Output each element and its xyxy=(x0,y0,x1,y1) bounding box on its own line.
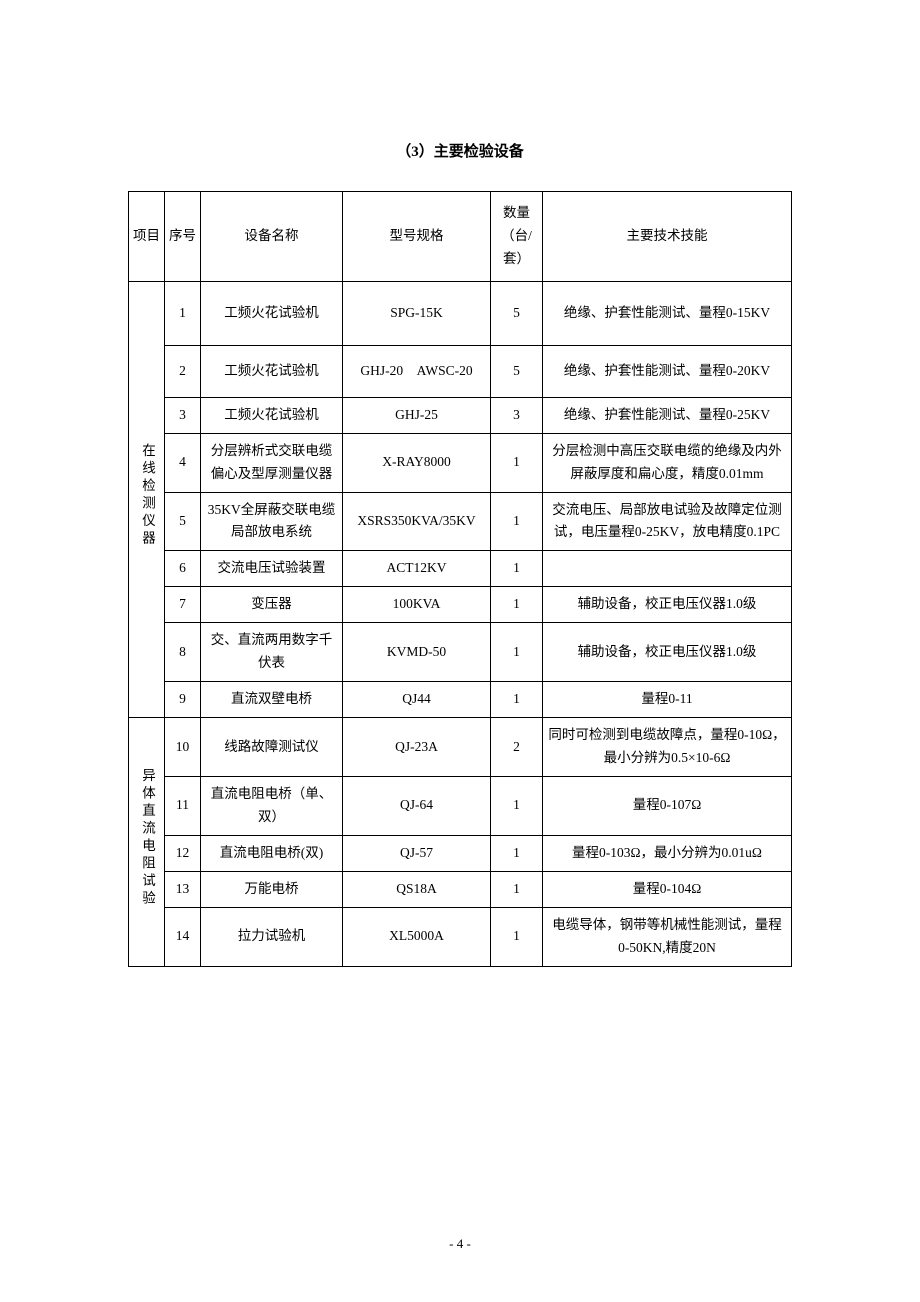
category-cell: 异体直流电阻试验 xyxy=(129,718,165,967)
cell-name: 工频火花试验机 xyxy=(201,397,343,433)
cell-name: 直流双壁电桥 xyxy=(201,682,343,718)
table-row: 13 万能电桥 QS18A 1 量程0-104Ω xyxy=(129,871,792,907)
cell-qty: 5 xyxy=(491,281,543,345)
cell-name: 直流电阻电桥(双) xyxy=(201,835,343,871)
cell-num: 12 xyxy=(165,835,201,871)
header-qty: 数量（台/套） xyxy=(491,192,543,282)
cell-name: 拉力试验机 xyxy=(201,907,343,966)
cell-num: 6 xyxy=(165,551,201,587)
cell-model: QS18A xyxy=(343,871,491,907)
cell-model: ACT12KV xyxy=(343,551,491,587)
cell-name: 交、直流两用数字千伏表 xyxy=(201,623,343,682)
cell-skill: 电缆导体，钢带等机械性能测试，量程0-50KN,精度20N xyxy=(543,907,792,966)
table-row: 4 分层辨析式交联电缆偏心及型厚测量仪器 X-RAY8000 1 分层检测中高压… xyxy=(129,433,792,492)
cell-skill: 量程0-104Ω xyxy=(543,871,792,907)
cell-model: QJ-23A xyxy=(343,718,491,777)
cell-name: 35KV全屏蔽交联电缆局部放电系统 xyxy=(201,492,343,551)
cell-num: 9 xyxy=(165,682,201,718)
table-row: 8 交、直流两用数字千伏表 KVMD-50 1 辅助设备，校正电压仪器1.0级 xyxy=(129,623,792,682)
cell-skill: 量程0-107Ω xyxy=(543,776,792,835)
cell-num: 11 xyxy=(165,776,201,835)
cell-qty: 1 xyxy=(491,835,543,871)
cell-model: KVMD-50 xyxy=(343,623,491,682)
cell-qty: 1 xyxy=(491,907,543,966)
cell-name: 直流电阻电桥（单、双） xyxy=(201,776,343,835)
cell-model: X-RAY8000 xyxy=(343,433,491,492)
cell-qty: 2 xyxy=(491,718,543,777)
header-num: 序号 xyxy=(165,192,201,282)
cell-model: GHJ-20 AWSC-20 xyxy=(343,345,491,397)
cell-qty: 1 xyxy=(491,682,543,718)
cell-qty: 5 xyxy=(491,345,543,397)
cell-qty: 1 xyxy=(491,623,543,682)
cell-name: 工频火花试验机 xyxy=(201,281,343,345)
cell-name: 万能电桥 xyxy=(201,871,343,907)
cell-model: QJ44 xyxy=(343,682,491,718)
cell-skill xyxy=(543,551,792,587)
cell-num: 10 xyxy=(165,718,201,777)
cell-num: 4 xyxy=(165,433,201,492)
cell-qty: 1 xyxy=(491,776,543,835)
cell-name: 线路故障测试仪 xyxy=(201,718,343,777)
table-row: 异体直流电阻试验 10 线路故障测试仪 QJ-23A 2 同时可检测到电缆故障点… xyxy=(129,718,792,777)
cell-qty: 3 xyxy=(491,397,543,433)
cell-model: QJ-57 xyxy=(343,835,491,871)
cell-skill: 绝缘、护套性能测试、量程0-20KV xyxy=(543,345,792,397)
cell-name: 变压器 xyxy=(201,587,343,623)
table-row: 12 直流电阻电桥(双) QJ-57 1 量程0-103Ω，最小分辨为0.01u… xyxy=(129,835,792,871)
table-row: 3 工频火花试验机 GHJ-25 3 绝缘、护套性能测试、量程0-25KV xyxy=(129,397,792,433)
cell-qty: 1 xyxy=(491,551,543,587)
table-row: 14 拉力试验机 XL5000A 1 电缆导体，钢带等机械性能测试，量程0-50… xyxy=(129,907,792,966)
table-row: 7 变压器 100KVA 1 辅助设备，校正电压仪器1.0级 xyxy=(129,587,792,623)
cell-skill: 绝缘、护套性能测试、量程0-15KV xyxy=(543,281,792,345)
cell-model: GHJ-25 xyxy=(343,397,491,433)
cell-model: XSRS350KVA/35KV xyxy=(343,492,491,551)
table-row: 5 35KV全屏蔽交联电缆局部放电系统 XSRS350KVA/35KV 1 交流… xyxy=(129,492,792,551)
doc-title: （3）主要检验设备 xyxy=(128,140,792,161)
cell-skill: 辅助设备，校正电压仪器1.0级 xyxy=(543,623,792,682)
cell-qty: 1 xyxy=(491,587,543,623)
table-row: 2 工频火花试验机 GHJ-20 AWSC-20 5 绝缘、护套性能测试、量程0… xyxy=(129,345,792,397)
cell-skill: 量程0-103Ω，最小分辨为0.01uΩ xyxy=(543,835,792,871)
cell-skill: 辅助设备，校正电压仪器1.0级 xyxy=(543,587,792,623)
table-row: 9 直流双壁电桥 QJ44 1 量程0-11 xyxy=(129,682,792,718)
cell-num: 7 xyxy=(165,587,201,623)
cell-num: 1 xyxy=(165,281,201,345)
table-header-row: 项目 序号 设备名称 型号规格 数量（台/套） 主要技术技能 xyxy=(129,192,792,282)
cell-skill: 分层检测中高压交联电缆的绝缘及内外屏蔽厚度和扁心度，精度0.01mm xyxy=(543,433,792,492)
cell-num: 5 xyxy=(165,492,201,551)
cell-skill: 交流电压、局部放电试验及故障定位测试，电压量程0-25KV，放电精度0.1PC xyxy=(543,492,792,551)
table-row: 6 交流电压试验装置 ACT12KV 1 xyxy=(129,551,792,587)
cell-num: 13 xyxy=(165,871,201,907)
cell-num: 2 xyxy=(165,345,201,397)
header-skill: 主要技术技能 xyxy=(543,192,792,282)
table-row: 11 直流电阻电桥（单、双） QJ-64 1 量程0-107Ω xyxy=(129,776,792,835)
cell-skill: 同时可检测到电缆故障点，量程0-10Ω，最小分辨为0.5×10-6Ω xyxy=(543,718,792,777)
page-number: - 4 - xyxy=(0,1236,920,1252)
header-category: 项目 xyxy=(129,192,165,282)
header-model: 型号规格 xyxy=(343,192,491,282)
cell-model: XL5000A xyxy=(343,907,491,966)
cell-qty: 1 xyxy=(491,492,543,551)
cell-name: 交流电压试验装置 xyxy=(201,551,343,587)
cell-model: QJ-64 xyxy=(343,776,491,835)
cell-num: 14 xyxy=(165,907,201,966)
cell-model: 100KVA xyxy=(343,587,491,623)
cell-num: 3 xyxy=(165,397,201,433)
category-cell: 在线检测仪器 xyxy=(129,281,165,717)
cell-model: SPG-15K xyxy=(343,281,491,345)
cell-qty: 1 xyxy=(491,433,543,492)
cell-qty: 1 xyxy=(491,871,543,907)
cell-num: 8 xyxy=(165,623,201,682)
cell-name: 分层辨析式交联电缆偏心及型厚测量仪器 xyxy=(201,433,343,492)
header-name: 设备名称 xyxy=(201,192,343,282)
cell-skill: 绝缘、护套性能测试、量程0-25KV xyxy=(543,397,792,433)
table-row: 在线检测仪器 1 工频火花试验机 SPG-15K 5 绝缘、护套性能测试、量程0… xyxy=(129,281,792,345)
cell-skill: 量程0-11 xyxy=(543,682,792,718)
cell-name: 工频火花试验机 xyxy=(201,345,343,397)
equipment-table: 项目 序号 设备名称 型号规格 数量（台/套） 主要技术技能 在线检测仪器 1 … xyxy=(128,191,792,967)
